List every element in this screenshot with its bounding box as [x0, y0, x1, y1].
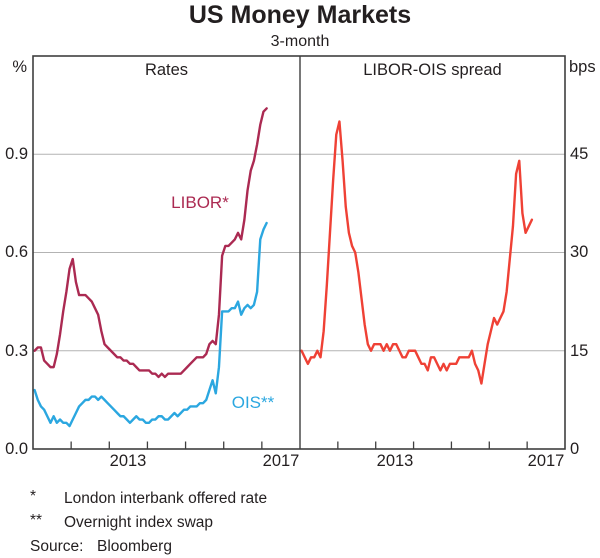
- year-label-left-2013: 2013: [109, 452, 147, 470]
- footnote-2-marker: **: [30, 512, 43, 529]
- footnote-2-text: Overnight index swap: [64, 514, 214, 531]
- left-axis-label-0-9: 0.9: [5, 145, 28, 163]
- footnote-1-text: London interbank offered rate: [64, 490, 268, 507]
- source-label: Source:: [30, 538, 84, 555]
- left-axis-label-0-3: 0.3: [5, 342, 28, 360]
- chart-title: US Money Markets: [188, 1, 412, 29]
- right-axis-unit: bps: [569, 58, 596, 76]
- right-axis-label-15: 15: [570, 342, 589, 360]
- chart-frame: [32, 55, 566, 450]
- ois-line: [33, 221, 268, 428]
- right-axis-label-45: 45: [570, 145, 589, 163]
- right-axis-label-0: 0: [570, 440, 580, 458]
- panel-title-libor-ois-spread: LIBOR-OIS spread: [363, 61, 502, 79]
- footnote-1-marker: *: [30, 488, 37, 505]
- ois-series-label: OIS**: [231, 393, 275, 412]
- chart-subtitle: 3-month: [270, 33, 330, 50]
- left-axis-unit: %: [12, 58, 27, 76]
- year-label-right-2013: 2013: [376, 452, 414, 470]
- spread-line: [300, 120, 534, 385]
- year-label-right-2017: 2017: [527, 452, 565, 470]
- libor-line: [33, 107, 268, 379]
- panel-title-rates: Rates: [144, 61, 189, 79]
- left-axis-label-0-6: 0.6: [5, 243, 28, 261]
- right-axis-label-30: 30: [570, 243, 589, 261]
- left-axis-label-0-0: 0.0: [5, 440, 28, 458]
- source-value: Bloomberg: [97, 538, 172, 555]
- year-label-left-2017: 2017: [262, 452, 300, 470]
- libor-series-label: LIBOR*: [171, 193, 229, 212]
